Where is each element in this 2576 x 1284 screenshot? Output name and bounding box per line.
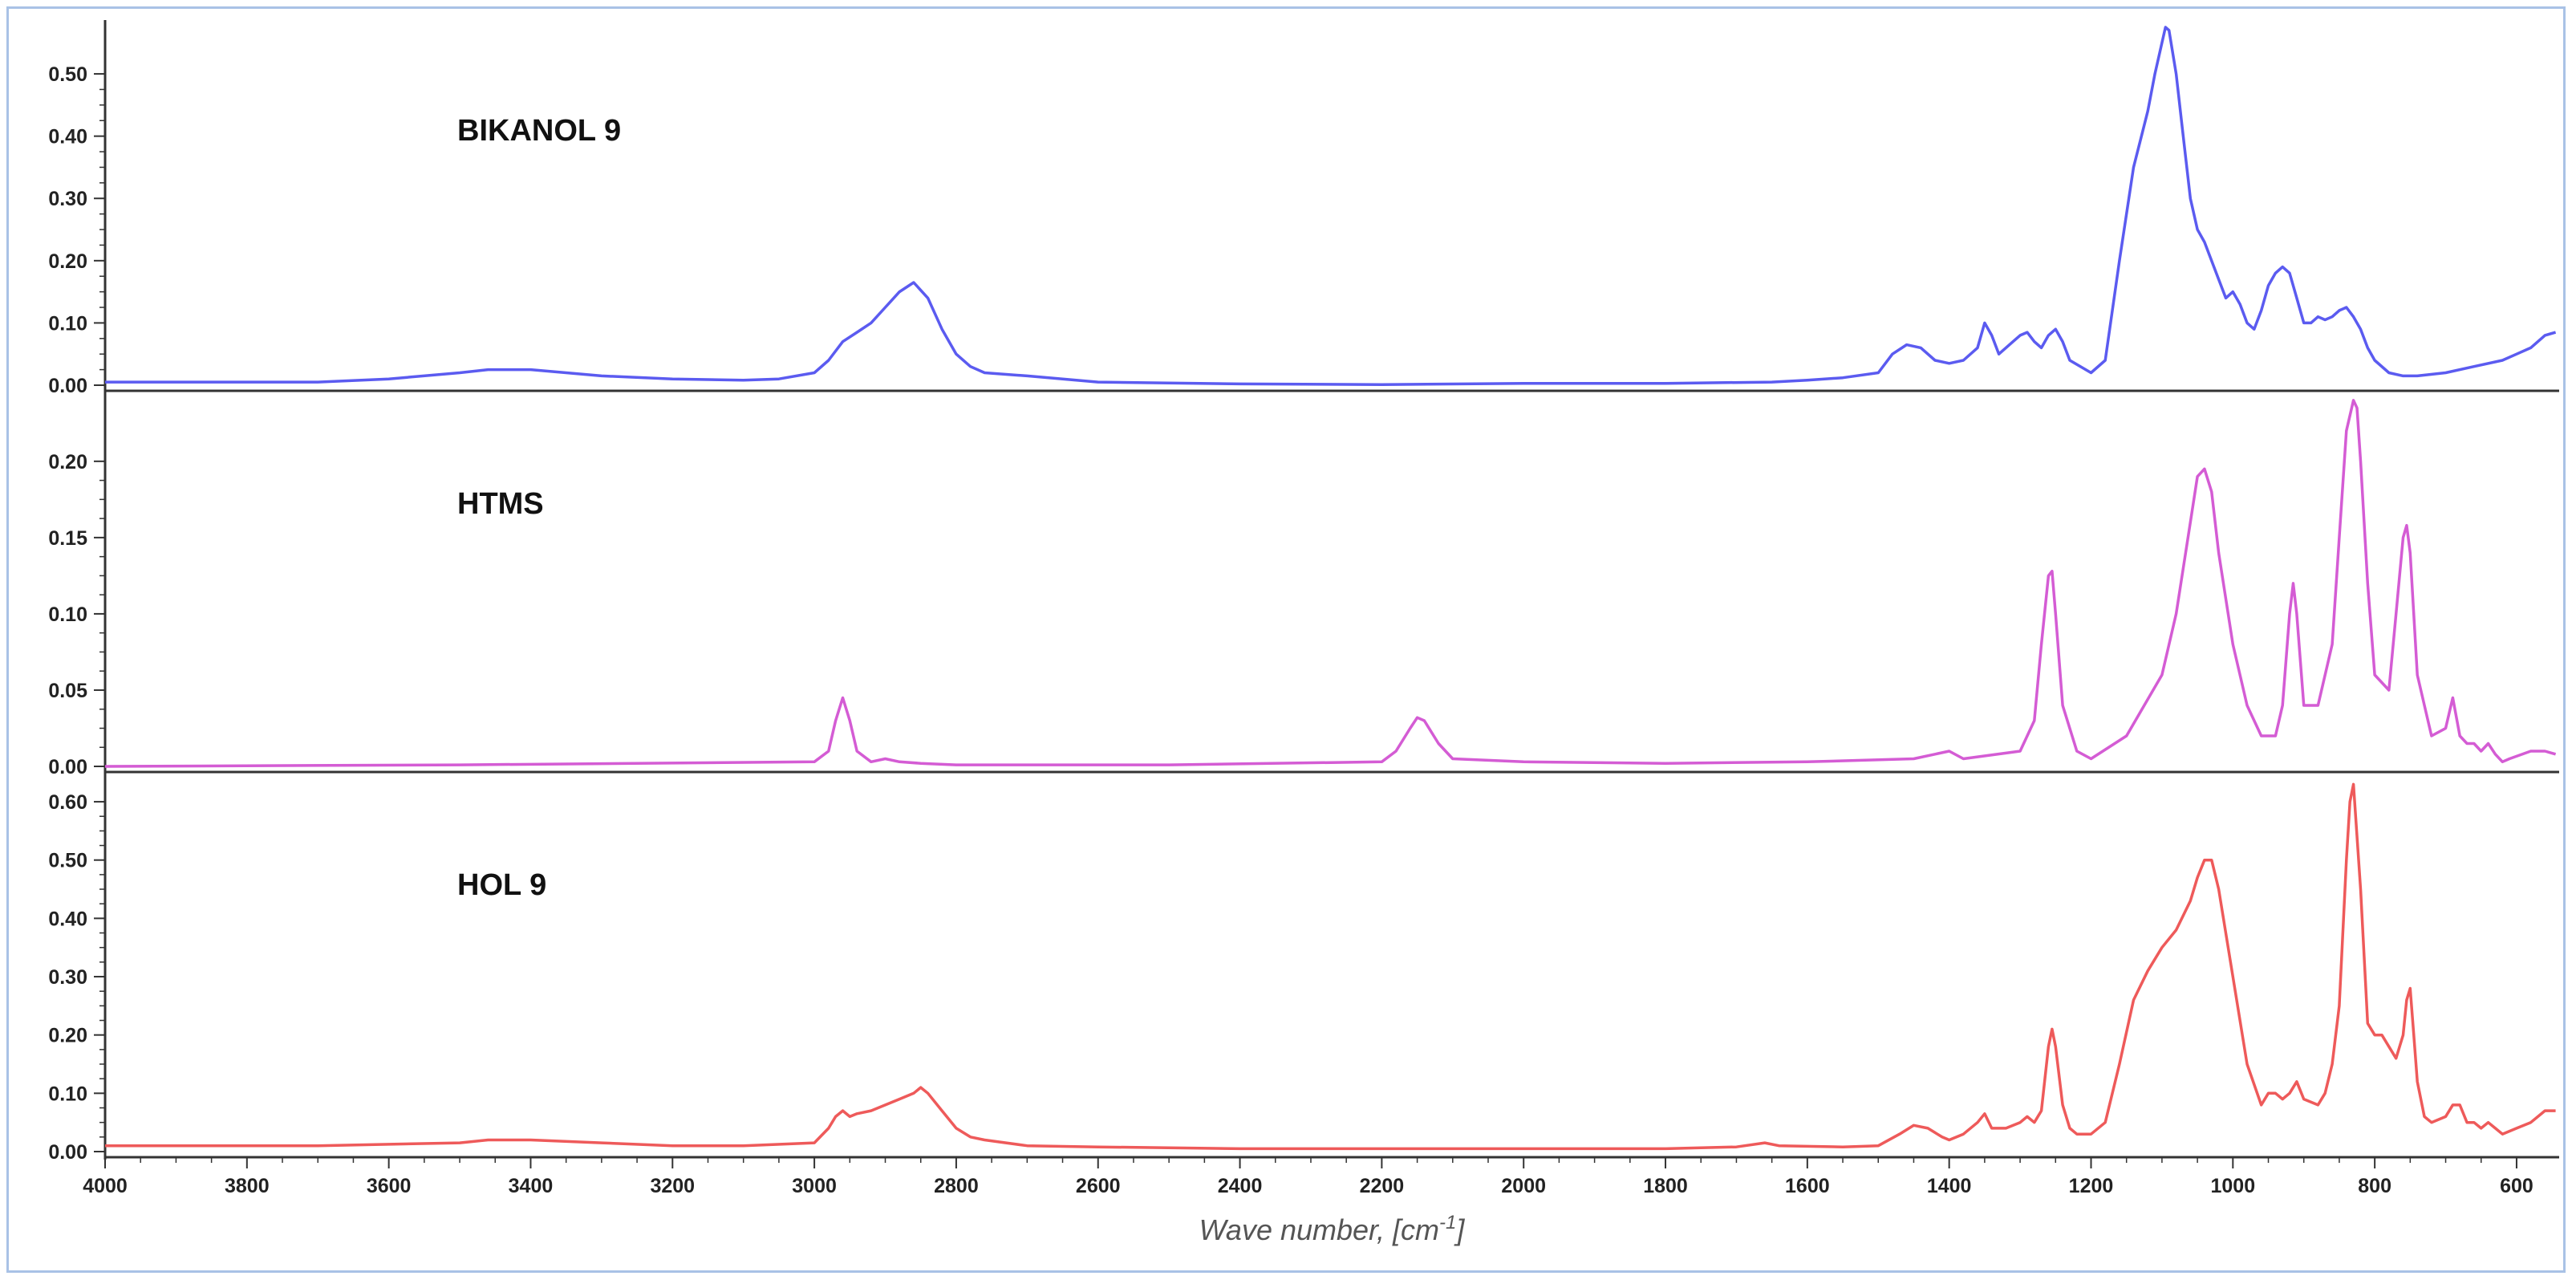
x-tick-label: 4000 [83, 1175, 128, 1197]
y-tick-label: 0.40 [48, 126, 87, 148]
y-tick-label: 0.05 [48, 680, 87, 702]
chart-frame [6, 6, 2566, 1273]
x-tick-label: 3200 [650, 1175, 695, 1197]
y-tick-label: 0.00 [48, 756, 87, 778]
y-tick-label: 0.50 [48, 850, 87, 872]
x-tick-label: 2600 [1076, 1175, 1121, 1197]
x-tick-label: 1200 [2069, 1175, 2114, 1197]
panel-label: HOL 9 [457, 868, 546, 902]
x-tick-label: 3400 [509, 1175, 554, 1197]
y-tick-label: 0.30 [48, 188, 87, 210]
x-tick-label: 2000 [1501, 1175, 1546, 1197]
x-axis: 4000 3800 3600 3400 3200 3000 2800 2600 2400 2200… [83, 1157, 2533, 1197]
series-line-1 [104, 399, 2557, 768]
panel-1: 0.00 0.05 0.10 0.15 0.20 HTMS [48, 399, 2559, 778]
y-tick-label: 0.10 [48, 1083, 87, 1105]
y-tick-label: 0.00 [48, 1141, 87, 1164]
x-tick-label: 3000 [792, 1175, 837, 1197]
x-tick-label: 1000 [2210, 1175, 2255, 1197]
panel-2: 0.00 0.10 0.20 0.30 0.40 0.50 0.60 HOL 9 [48, 782, 2559, 1164]
y-tick-label: 0.50 [48, 63, 87, 86]
y-tick-label: 0.40 [48, 908, 87, 930]
x-tick-label: 1400 [1927, 1175, 1972, 1197]
x-tick-label: 600 [2500, 1175, 2533, 1197]
series-line-0 [105, 26, 2557, 386]
y-tick-label: 0.30 [48, 966, 87, 989]
panel-label: BIKANOL 9 [457, 114, 621, 148]
y-tick-label: 0.10 [48, 312, 87, 335]
y-tick-label: 0.10 [48, 603, 87, 626]
x-tick-label: 2400 [1218, 1175, 1263, 1197]
y-tick-label: 0.20 [48, 451, 87, 473]
y-tick-label: 0.15 [48, 527, 87, 550]
x-tick-label: 2800 [934, 1175, 979, 1197]
x-tick-label: 2200 [1360, 1175, 1405, 1197]
y-tick-label: 0.60 [48, 791, 87, 814]
panel-0: 0.00 0.10 0.20 0.30 0.40 0.50 BIKANOL 9 [48, 26, 2559, 397]
y-tick-label: 0.20 [48, 1025, 87, 1047]
x-tick-label: 3800 [225, 1175, 270, 1197]
x-tick-label: 1800 [1643, 1175, 1688, 1197]
y-tick-label: 0.00 [48, 375, 87, 397]
x-axis-title: Wave number, [cm-1] [1199, 1212, 1466, 1246]
y-tick-label: 0.20 [48, 250, 87, 273]
panel-label: HTMS [457, 487, 544, 521]
series-line-2 [105, 782, 2556, 1151]
x-tick-label: 1600 [1785, 1175, 1830, 1197]
x-tick-label: 800 [2358, 1175, 2391, 1197]
x-tick-label: 3600 [367, 1175, 412, 1197]
